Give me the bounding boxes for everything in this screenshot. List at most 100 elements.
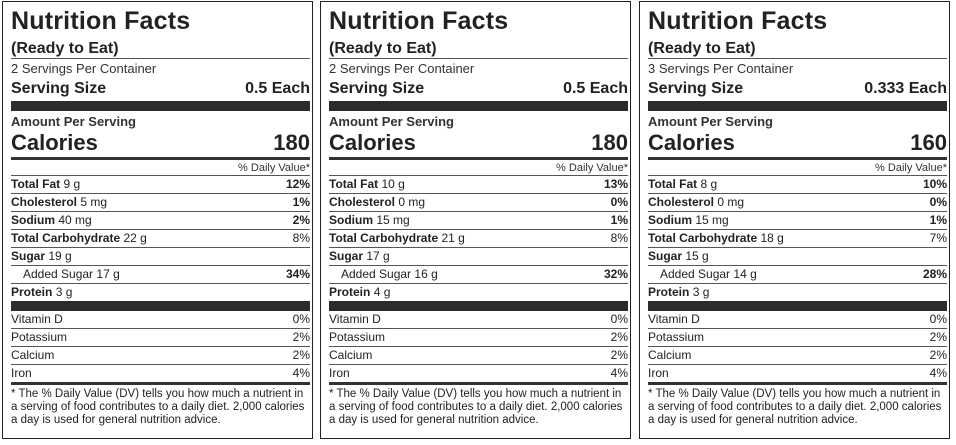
calories-row: Calories 180 [329,130,628,157]
calories-value: 180 [273,130,310,155]
nutrient-amount: 0 mg [717,195,745,209]
label-subtitle: (Ready to Eat) [329,40,437,57]
vitamin-row-potassium: Potassium 2% [648,328,947,346]
vitamin-row-calcium: Calcium 2% [11,346,310,364]
vitamin-pct: 2% [929,348,947,362]
nutrient-pct: 8% [610,231,628,245]
nutrient-name: Total Carbohydrate [329,231,439,245]
serving-size-value: 0.5 Each [563,80,628,97]
vitamin-row-calcium: Calcium 2% [648,346,947,364]
nutrient-row-protein: Protein 4 g [329,283,628,301]
vitamin-row-vitamin-d: Vitamin D 0% [329,311,628,328]
vitamin-name: Vitamin D [648,312,700,326]
vitamin-row-potassium: Potassium 2% [11,328,310,346]
serving-size-row: Serving Size 0.5 Each [329,78,628,101]
nutrient-name: Sugar [11,249,46,263]
nutrient-amount: 17 g [96,267,120,281]
nutrient-pct: 1% [929,213,947,227]
vitamin-row-vitamin-d: Vitamin D 0% [11,311,310,328]
nutrient-name: Cholesterol [11,195,78,209]
label-subtitle: (Ready to Eat) [648,40,756,57]
nutrient-amount: 21 g [441,231,465,245]
vitamin-pct: 2% [610,330,628,344]
nutrient-amount: 15 mg [376,213,410,227]
amount-per-serving: Amount Per Serving [11,114,136,129]
calories-value: 160 [910,130,947,155]
nutrient-row-sodium: Sodium 15 mg 1% [329,211,628,229]
nutrient-pct: 13% [603,177,628,191]
calories-label: Calories [11,130,98,155]
medium-divider [329,382,628,385]
nutrient-row-total-fat: Total Fat 8 g 10% [648,175,947,193]
vitamin-name: Calcium [329,348,373,362]
nutrient-pct: 34% [285,267,310,281]
nutrition-label-1: Nutrition Facts (Ready to Eat) 2 Serving… [2,1,313,439]
nutrient-pct: 0% [610,195,628,209]
vitamin-name: Iron [648,366,669,380]
nutrient-name: Sugar [648,249,683,263]
medium-divider [329,157,628,160]
serving-size-label: Serving Size [11,80,107,97]
label-title: Nutrition Facts [329,7,509,35]
label-title: Nutrition Facts [648,7,828,35]
nutrient-row-total-carbohydrate: Total Carbohydrate 18 g 7% [648,229,947,247]
nutrient-row-protein: Protein 3 g [648,283,947,301]
nutrient-name: Added Sugar [341,267,412,281]
nutrient-row-cholesterol: Cholesterol 0 mg 0% [329,193,628,211]
vitamin-row-calcium: Calcium 2% [329,346,628,364]
nutrient-name: Sodium [11,213,55,227]
medium-divider [648,157,947,160]
nutrient-pct: 12% [285,177,310,191]
nutrient-amount: 15 mg [695,213,729,227]
nutrient-name: Total Fat [11,177,61,191]
thick-divider [329,101,628,111]
nutrient-row-total-fat: Total Fat 9 g 12% [11,175,310,193]
nutrition-label-3: Nutrition Facts (Ready to Eat) 3 Serving… [639,1,950,439]
footnote: * The % Daily Value (DV) tells you how m… [329,388,623,426]
thick-divider [11,301,310,311]
nutrient-name: Sugar [329,249,364,263]
nutrient-pct: 32% [603,267,628,281]
vitamin-name: Potassium [329,330,386,344]
vitamin-pct: 0% [292,312,310,326]
calories-label: Calories [329,130,416,155]
calories-row: Calories 160 [648,130,947,157]
vitamin-name: Potassium [11,330,68,344]
nutrient-row-protein: Protein 3 g [11,283,310,301]
nutrient-amount: 15 g [685,249,709,263]
servings-per-container: 2 Servings Per Container [11,61,157,76]
nutrient-row-added-sugar: Added Sugar 16 g 32% [329,265,628,283]
nutrient-name: Cholesterol [329,195,396,209]
label-subtitle: (Ready to Eat) [11,40,119,57]
thick-divider [11,101,310,111]
nutrient-row-sodium: Sodium 15 mg 1% [648,211,947,229]
servings-per-container: 3 Servings Per Container [648,61,794,76]
nutrient-amount: 0 mg [398,195,426,209]
calories-label: Calories [648,130,735,155]
medium-divider [648,382,947,385]
medium-divider [11,157,310,160]
vitamin-name: Iron [329,366,350,380]
nutrient-name: Protein [329,285,371,299]
serving-size-label: Serving Size [329,80,425,97]
footnote: * The % Daily Value (DV) tells you how m… [648,388,942,426]
medium-divider [11,382,310,385]
nutrient-amount: 40 mg [58,213,92,227]
vitamin-pct: 2% [292,330,310,344]
nutrient-row-cholesterol: Cholesterol 5 mg 1% [11,193,310,211]
label-title: Nutrition Facts [11,7,191,35]
nutrient-name: Added Sugar [23,267,94,281]
nutrient-name: Sodium [648,213,692,227]
vitamin-pct: 0% [929,312,947,326]
divider [648,58,947,59]
thick-divider [648,301,947,311]
vitamin-name: Calcium [11,348,55,362]
nutrient-amount: 14 g [733,267,757,281]
nutrient-pct: 1% [610,213,628,227]
nutrient-row-sugar: Sugar 19 g [11,247,310,265]
nutrient-amount: 9 g [63,177,81,191]
serving-size-label: Serving Size [648,80,744,97]
nutrient-row-sugar: Sugar 17 g [329,247,628,265]
daily-value-header: % Daily Value* [556,162,628,174]
nutrient-row-sugar: Sugar 15 g [648,247,947,265]
